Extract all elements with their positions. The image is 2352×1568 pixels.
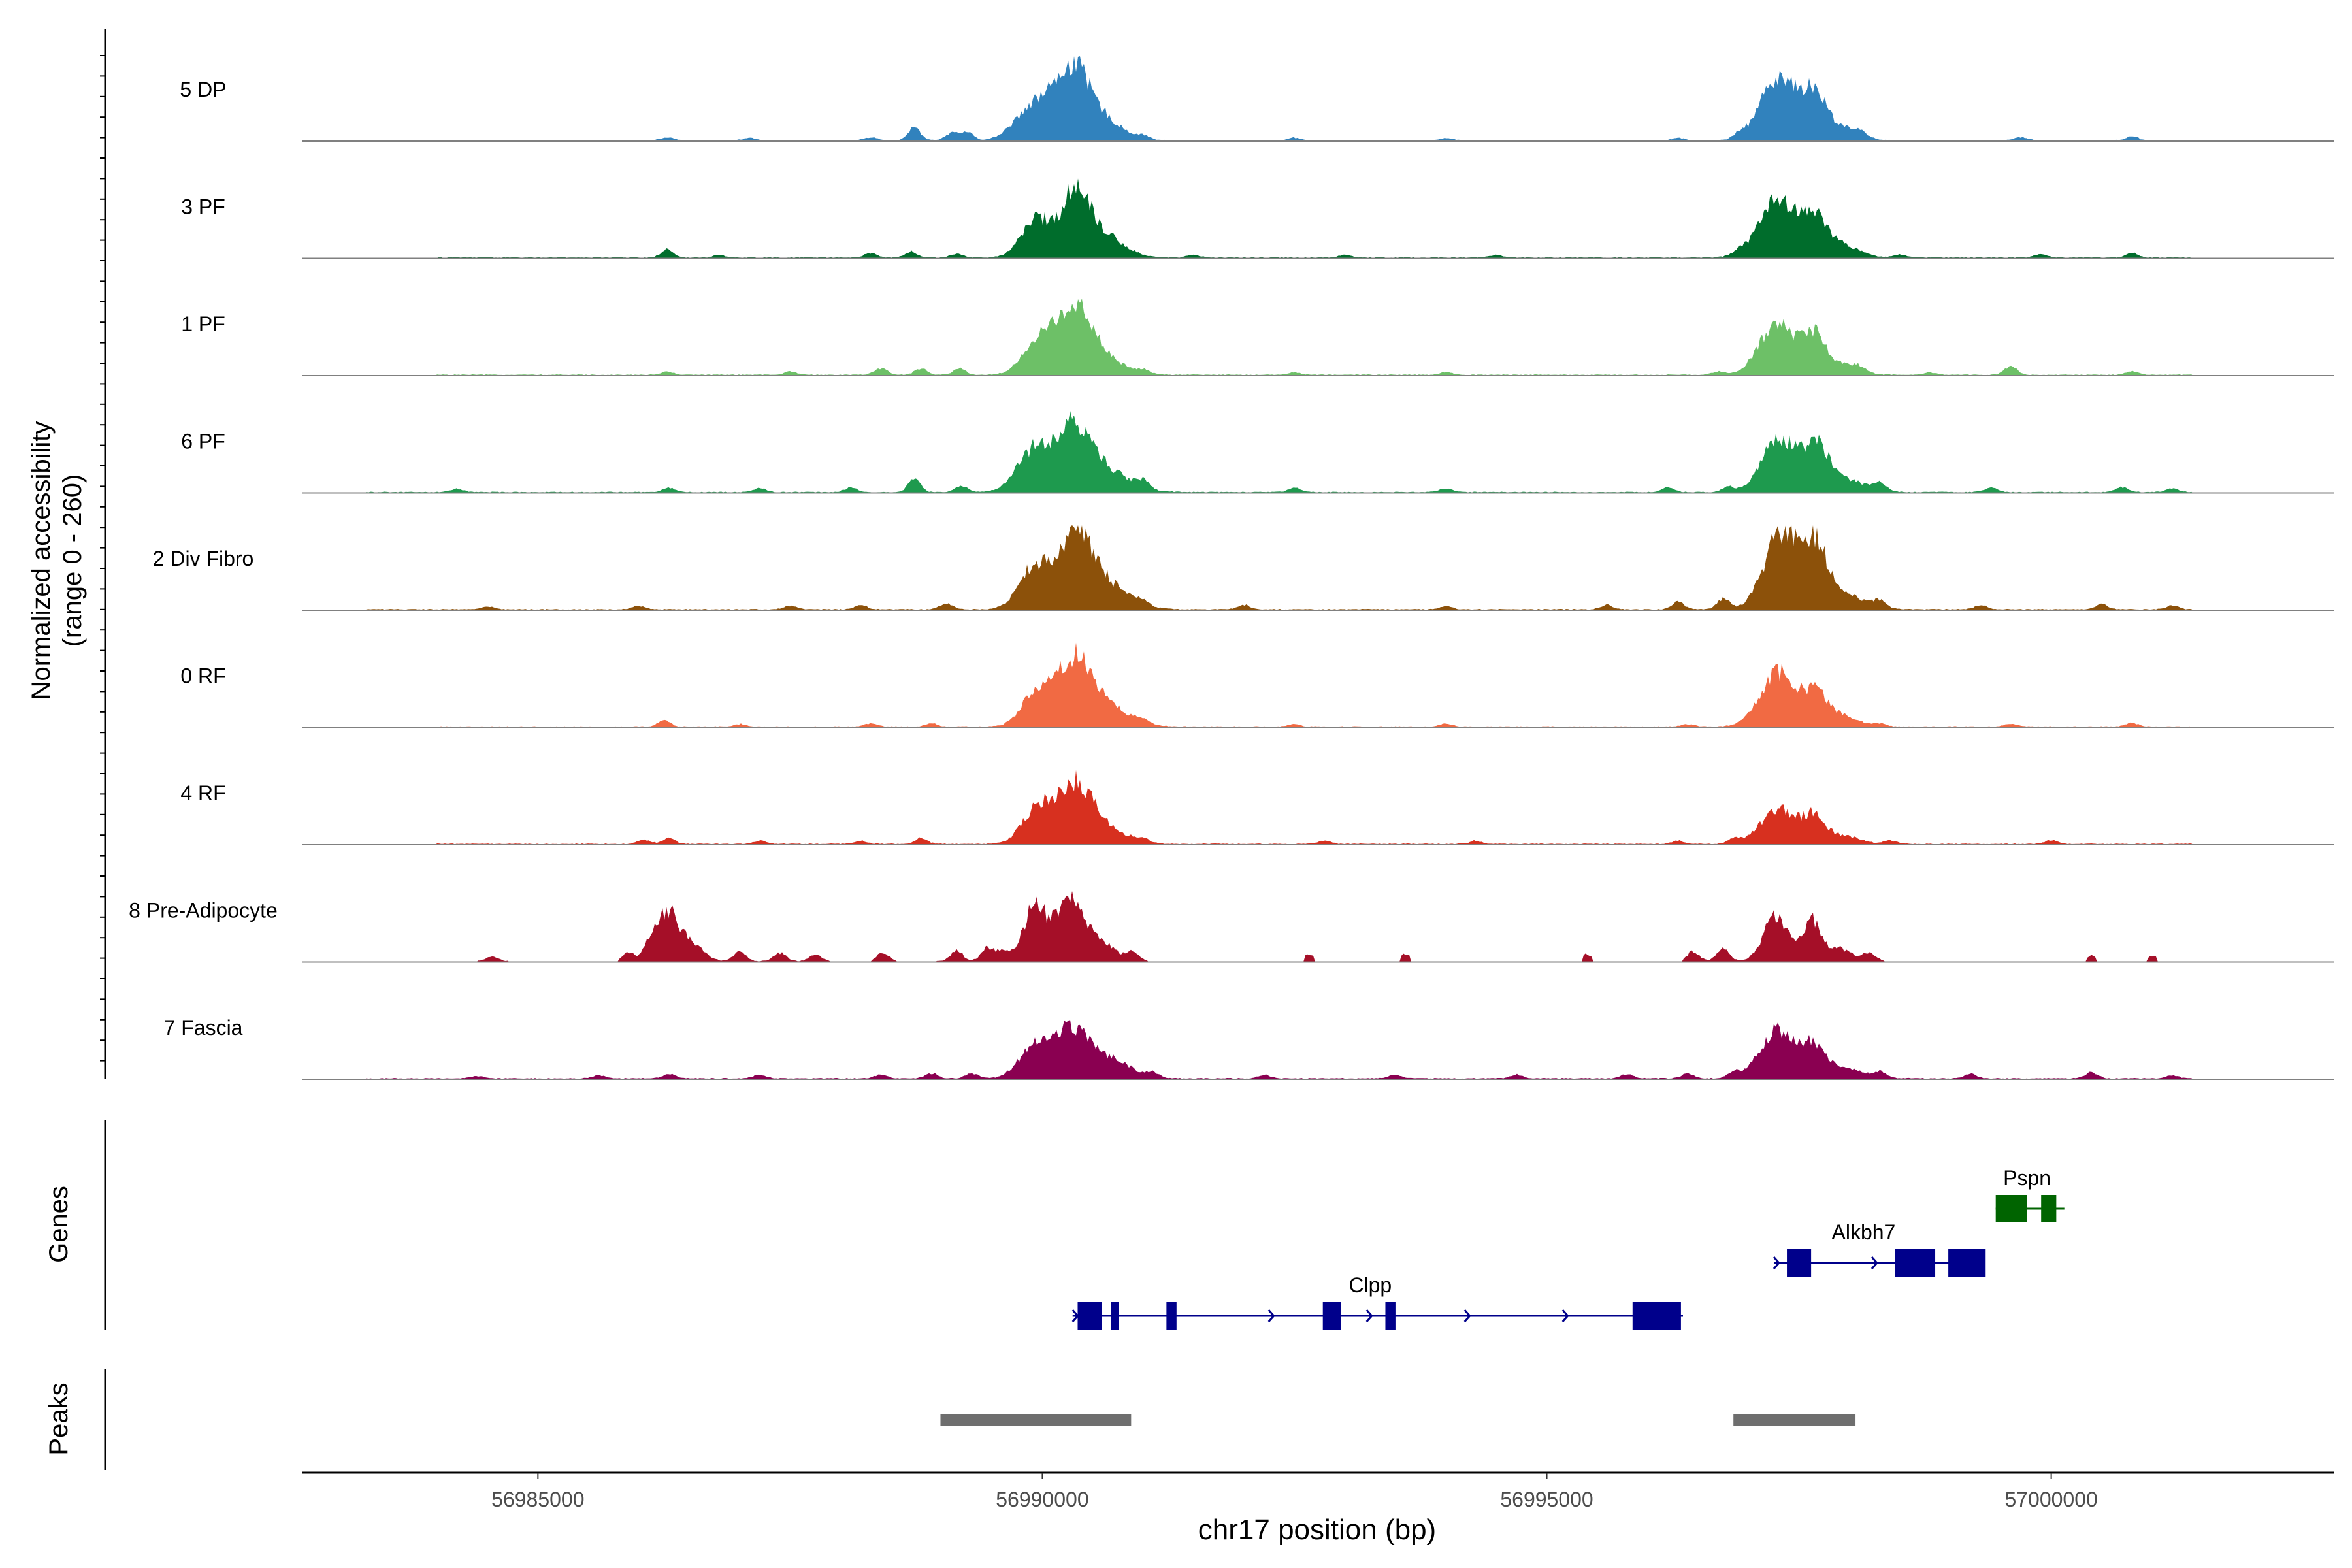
track-label: 6 PF xyxy=(181,430,225,453)
gene-label: Pspn xyxy=(2003,1166,2051,1190)
gene-exon xyxy=(1895,1249,1936,1277)
coverage-area xyxy=(302,299,2334,376)
coverage-area xyxy=(302,178,2334,259)
gene-exon xyxy=(1385,1302,1396,1330)
track-0-rf xyxy=(302,642,2334,728)
strand-arrow xyxy=(1267,1309,1275,1322)
track-7-fascia xyxy=(302,1020,2334,1080)
coverage-area xyxy=(302,1020,2334,1079)
gene-alkbh7: Alkbh7 xyxy=(1772,1220,1986,1277)
coverage-tracks xyxy=(302,56,2334,1080)
gene-exon xyxy=(1948,1249,1986,1277)
gene-label: Clpp xyxy=(1348,1273,1392,1297)
strand-arrow xyxy=(1870,1256,1878,1269)
track-label: 2 Div Fibro xyxy=(153,547,254,570)
coverage-area xyxy=(302,770,2334,845)
track-label: 7 Fascia xyxy=(164,1016,243,1039)
strand-arrow xyxy=(1365,1309,1373,1322)
gene-clpp: Clpp xyxy=(1071,1273,1683,1330)
gene-exon xyxy=(1166,1302,1177,1330)
track-label: 4 RF xyxy=(180,781,225,805)
track-label: 0 RF xyxy=(180,664,225,688)
track-3-pf xyxy=(302,178,2334,259)
gene-annotation-track: Clpp Alkbh7 Pspn xyxy=(1071,1166,2065,1330)
coverage-y-axis xyxy=(100,29,106,1079)
x-tick-label: 56985000 xyxy=(491,1488,584,1511)
coverage-area xyxy=(302,890,2334,962)
strand-arrow xyxy=(1561,1309,1569,1322)
track-label: 5 DP xyxy=(180,78,226,101)
peak-region xyxy=(1733,1414,1856,1426)
gene-exon xyxy=(1787,1249,1812,1277)
coverage-area xyxy=(302,410,2334,493)
peak-region xyxy=(940,1414,1132,1426)
track-label: 1 PF xyxy=(181,312,225,336)
coverage-area xyxy=(302,56,2334,141)
track-4-rf xyxy=(302,770,2334,845)
track-labels: 5 DP 3 PF 1 PF 6 PF 2 Div Fibro 0 RF 4 RF 8 Pre… xyxy=(129,78,278,1039)
x-tick-label: 56995000 xyxy=(1500,1488,1593,1511)
x-tick-label: 57000000 xyxy=(2004,1488,2097,1511)
gene-exon xyxy=(1632,1302,1681,1330)
gene-exon xyxy=(1077,1302,1102,1330)
gene-exon xyxy=(1111,1302,1119,1330)
gene-exon xyxy=(1322,1302,1341,1330)
coverage-area xyxy=(302,642,2334,728)
strand-arrow xyxy=(1772,1256,1780,1269)
peaks-track xyxy=(940,1414,1856,1426)
gene-exon xyxy=(2041,1195,2057,1222)
peaks-panel-label: Peaks xyxy=(44,1382,73,1455)
y-axis-label-line2: (range 0 - 260) xyxy=(58,474,87,647)
x-axis: 56985000 56990000 56995000 57000000 xyxy=(302,1471,2334,1511)
track-1-pf xyxy=(302,299,2334,376)
track-5-dp xyxy=(302,56,2334,142)
track-label: 8 Pre-Adipocyte xyxy=(129,899,278,923)
track-8-pre-adipocyte xyxy=(302,890,2334,963)
track-2-div-fibro xyxy=(302,525,2334,611)
gene-label: Alkbh7 xyxy=(1831,1220,1895,1244)
coverage-area xyxy=(302,525,2334,610)
gene-exon xyxy=(1995,1195,2027,1222)
genes-panel-label: Genes xyxy=(44,1186,73,1263)
x-tick-label: 56990000 xyxy=(996,1488,1088,1511)
gene-pspn: Pspn xyxy=(1995,1166,2065,1222)
y-axis-label-line1: Normalized accessibility xyxy=(27,421,56,700)
track-6-pf xyxy=(302,410,2334,494)
track-label: 3 PF xyxy=(181,195,225,219)
x-axis-title: chr17 position (bp) xyxy=(1198,1514,1436,1546)
strand-arrow xyxy=(1463,1309,1471,1322)
